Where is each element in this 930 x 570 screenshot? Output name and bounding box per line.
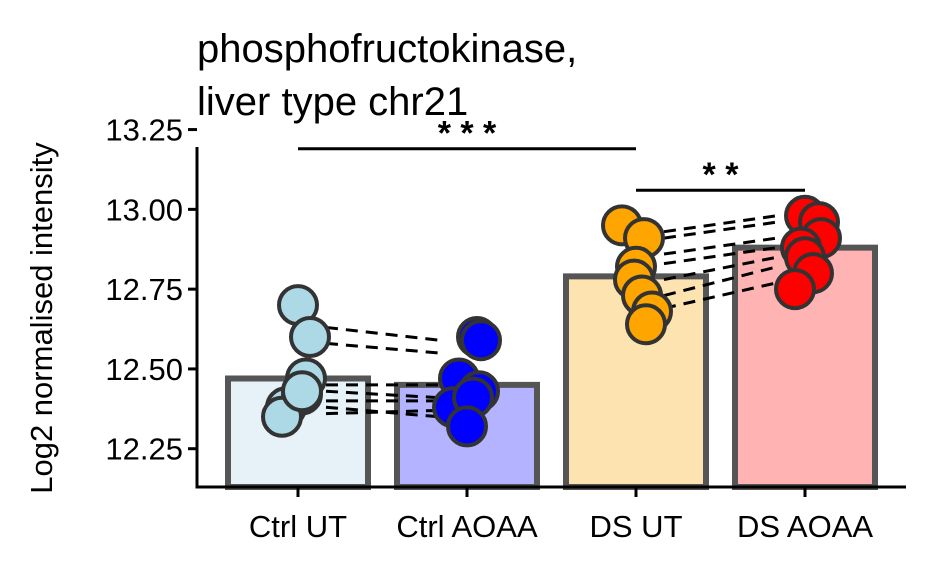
y-tick-label-1: 12.50 [105, 352, 183, 387]
pair-line-7 [664, 216, 777, 232]
chart-title-line-2: liver type chr21 [197, 80, 468, 124]
x-tick-label-3: DS AOAA [737, 509, 873, 544]
significance-label-0: * * * [438, 115, 497, 153]
y-axis-label: Log2 normalised intensity [24, 142, 59, 494]
plot-area: 12.25 12.50 12.75 13.00 13.25 Ctrl UT Ctrl AOA… [105, 113, 906, 544]
x-tick-label-1: Ctrl AOAA [396, 509, 538, 544]
x-tick-label-0: Ctrl UT [249, 509, 347, 544]
pair-line-1 [326, 343, 439, 353]
pair-line-0 [326, 327, 439, 340]
pair-line-8 [664, 222, 777, 238]
data-point-1-6 [448, 407, 486, 445]
data-point-0-1 [291, 318, 329, 356]
data-point-0-6 [283, 372, 321, 410]
data-point-1-1 [462, 321, 500, 359]
y-tick-label-4: 13.25 [105, 113, 183, 148]
y-tick-label-3: 13.00 [105, 192, 183, 227]
y-tick-label-0: 12.25 [105, 432, 183, 467]
y-tick-label-2: 12.75 [105, 272, 183, 307]
chart-title-line-1: phosphofructokinase, [197, 27, 577, 71]
data-point-3-6 [776, 270, 814, 308]
data-point-2-6 [627, 305, 665, 343]
chart-title: phosphofructokinase, liver type chr21 [197, 27, 577, 124]
significance-label-1: * * [703, 156, 740, 194]
x-tick-label-2: DS UT [590, 509, 683, 544]
